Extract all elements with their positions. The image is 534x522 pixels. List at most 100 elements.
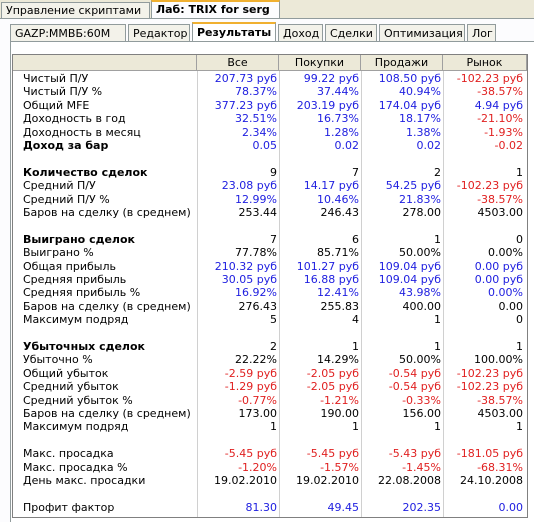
tab-editor[interactable]: Редактор [128, 24, 190, 41]
column-header-label: Все [227, 56, 248, 69]
tab-income[interactable]: Доход [278, 24, 323, 41]
cell-value: 377.23 руб [214, 98, 277, 112]
column-divider [361, 71, 362, 517]
cell-value: -38.57% [477, 192, 523, 206]
tab-log[interactable]: Лог [467, 24, 496, 41]
table-row: Средний П/У 23.08 руб 14.17 руб 54.25 руб -1… [13, 179, 527, 192]
cell-value: 50.00% [399, 353, 441, 367]
table-row: Баров на сделку (в среднем) 173.00 190.00 1… [13, 407, 527, 420]
cell-value: 0.00% [488, 246, 523, 260]
table-row: Чистый П/У % 78.37% 37.44% 40.94% -38.57% [13, 85, 527, 98]
cell-value: 2.34% [242, 125, 277, 139]
table-row: Средний убыток % -0.77% -1.21% -0.33% -38.57… [13, 394, 527, 407]
table-row: Баров на сделку (в среднем) 276.43 255.83 4… [13, 300, 527, 313]
cell-value: 37.44% [317, 85, 359, 99]
spacer-row [13, 152, 527, 165]
cell-value: 6 [352, 232, 359, 246]
cell-value: 32.51% [235, 112, 277, 126]
cell-value: -1.57% [320, 460, 359, 474]
table-row: Средний П/У % 12.99% 10.46% 21.83% -38.57% [13, 193, 527, 206]
tab-script-manager[interactable]: Управление скриптами [1, 2, 150, 18]
cell-value: -38.57% [477, 393, 523, 407]
cell-value: 210.32 руб [214, 259, 277, 273]
row-label: Баров на сделку (в среднем) [23, 206, 191, 219]
cell-value: 1 [516, 165, 523, 179]
cell-value: 22.22% [235, 353, 277, 367]
cell-value: 14.17 руб [303, 179, 359, 193]
cell-value: 4503.00 [477, 407, 524, 420]
tab-label: Доход [283, 27, 320, 40]
tab-trades[interactable]: Сделки [325, 24, 377, 41]
cell-value: 174.04 руб [378, 98, 441, 112]
row-label: Средний убыток % [23, 393, 133, 407]
cell-value: 12.41% [317, 286, 359, 300]
spacer-row [13, 219, 527, 232]
cell-value: 400.00 [402, 299, 442, 313]
tab-optimization[interactable]: Оптимизация [379, 24, 465, 41]
tab-lab-trix[interactable]: Лаб: TRIX for serg [151, 0, 280, 19]
cell-value: 1 [516, 420, 523, 434]
row-label: Баров на сделку (в среднем) [23, 299, 191, 313]
cell-value: 14.29% [317, 353, 359, 367]
cell-value: 1.28% [324, 125, 359, 139]
cell-value: 0.02 [334, 139, 360, 152]
spacer-row [13, 327, 527, 340]
cell-value: -1.21% [320, 393, 359, 407]
table-row: Баров на сделку (в среднем) 253.44 246.43 2… [13, 206, 527, 219]
cell-value: -1.93% [484, 125, 523, 139]
cell-value: 109.04 руб [378, 259, 441, 273]
spacer-row [13, 487, 527, 500]
cell-value: 43.98% [399, 286, 441, 300]
cell-value: -0.02 [494, 139, 523, 152]
column-header-buys[interactable]: Покупки [279, 55, 361, 71]
cell-value: 1 [270, 420, 277, 434]
cell-value: 108.50 руб [378, 72, 441, 85]
table-row: Макс. просадка -5.45 руб -5.45 руб -5.43 ру… [13, 447, 527, 460]
cell-value: 78.37% [235, 85, 277, 99]
column-header-all[interactable]: Все [197, 55, 279, 71]
tab-results[interactable]: Результаты [192, 22, 276, 42]
row-label: Средняя прибыль % [23, 286, 141, 300]
cell-value: 0.00 руб [474, 259, 523, 273]
column-header-metric[interactable] [13, 55, 197, 71]
cell-value: 5 [270, 313, 277, 327]
table-row: Общий убыток -2.59 руб -2.05 руб -0.54 руб -… [13, 367, 527, 380]
cell-value: -181.05 руб [456, 447, 523, 461]
cell-value: 1 [352, 420, 359, 434]
tab-label: Результаты [197, 26, 272, 39]
row-label: Доход за бар [23, 139, 109, 152]
cell-value: 22.08.2008 [378, 474, 441, 487]
row-label: Средний П/У [23, 179, 96, 193]
column-header-market[interactable]: Рынок [443, 55, 527, 71]
row-label: Общая прибыль [23, 259, 116, 273]
row-label: Максимум подряд [23, 313, 129, 327]
cell-value: 10.46% [317, 192, 359, 206]
row-label: Средняя прибыль [23, 273, 127, 286]
cell-value: 0.05 [252, 139, 278, 152]
row-label: Доходность в месяц [23, 125, 141, 139]
row-label: Убыточных сделок [23, 340, 146, 353]
column-header-sells[interactable]: Продажи [361, 55, 443, 71]
cell-value: 109.04 руб [378, 273, 441, 286]
row-label: Общий убыток [23, 366, 109, 380]
cell-value: 18.17% [399, 112, 441, 126]
table-row: Средняя прибыль % 16.92% 12.41% 43.98% 0.00% [13, 286, 527, 299]
table-row: Средняя прибыль 30.05 руб 16.88 руб 109.04 … [13, 273, 527, 286]
cell-value: 173.00 [238, 407, 278, 420]
cell-value: -2.05 руб [306, 380, 359, 394]
table-row: День макс. просадки 19.02.2010 19.02.2010 2… [13, 474, 527, 487]
cell-value: 101.27 руб [296, 259, 359, 273]
cell-value: -102.23 руб [456, 366, 523, 380]
cell-value: 81.30 [245, 500, 278, 514]
cell-value: 85.71% [317, 246, 359, 260]
cell-value: 278.00 [402, 206, 442, 219]
cell-value: -102.23 руб [456, 179, 523, 193]
tab-instrument[interactable]: GAZP:MMBБ:60M [10, 24, 126, 41]
row-label: Выиграно % [23, 246, 94, 260]
row-label: Общий MFE [23, 98, 90, 112]
row-label: Максимум подряд [23, 420, 129, 434]
cell-value: -1.45% [402, 460, 441, 474]
top-tab-strip: Управление скриптами Лаб: TRIX for serg [0, 0, 534, 19]
cell-value: 16.73% [317, 112, 359, 126]
cell-value: -0.33% [402, 393, 441, 407]
